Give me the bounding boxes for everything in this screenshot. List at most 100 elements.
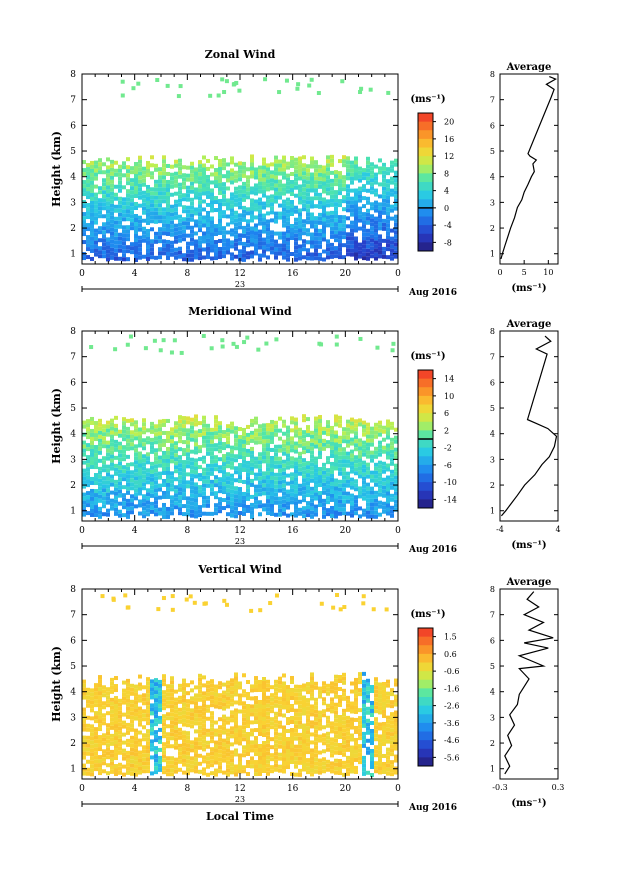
heatmap-cell	[310, 712, 314, 717]
heatmap-cell	[242, 753, 246, 758]
heatmap-cell	[282, 239, 286, 244]
heatmap-cell	[242, 161, 246, 166]
heatmap-cell	[234, 214, 238, 219]
heatmap-cell	[194, 713, 198, 718]
panel-title: Zonal Wind	[205, 48, 276, 61]
heatmap-cell	[222, 462, 226, 467]
heatmap-cell	[326, 715, 330, 720]
heatmap-cell	[314, 476, 318, 481]
heatmap-cell	[358, 250, 362, 255]
heatmap-cell	[346, 164, 350, 169]
heatmap-cell	[86, 479, 90, 484]
heatmap-cell	[90, 760, 94, 765]
heatmap-cell	[354, 749, 358, 754]
heatmap-cell	[290, 675, 294, 680]
heatmap-cell	[342, 499, 346, 504]
heatmap-cell	[90, 180, 94, 185]
heatmap-cell	[254, 704, 258, 709]
heatmap-cell	[230, 457, 234, 462]
heatmap-cell	[150, 469, 154, 474]
heatmap-cell	[254, 676, 258, 681]
heatmap-cell	[310, 494, 314, 499]
heatmap-cell	[378, 472, 382, 477]
heatmap-cell	[138, 770, 142, 775]
heatmap-cell	[382, 182, 386, 187]
heatmap-cell	[378, 226, 382, 231]
heatmap-cell	[186, 743, 190, 748]
heatmap-cell	[130, 222, 134, 227]
heatmap-cell	[246, 175, 250, 180]
heatmap-cell	[286, 717, 290, 722]
heatmap-cell	[378, 504, 382, 509]
heatmap-cell	[226, 500, 230, 505]
heatmap-cell	[158, 167, 162, 172]
heatmap-cell	[314, 244, 318, 249]
heatmap-cell	[362, 476, 366, 481]
heatmap-cell	[250, 190, 254, 195]
heatmap-cell	[386, 207, 390, 212]
heatmap-cell	[198, 485, 202, 490]
heatmap-cell	[182, 420, 186, 425]
heatmap-cell	[214, 200, 218, 205]
heatmap-cell	[358, 748, 362, 753]
heatmap-cell	[270, 745, 274, 750]
heatmap-cell	[150, 163, 154, 168]
heatmap-cell	[206, 471, 210, 476]
heatmap-cell	[214, 248, 218, 253]
heatmap-cell	[218, 753, 222, 758]
heatmap-cell	[266, 735, 270, 740]
heatmap-cell	[262, 435, 266, 440]
heatmap-cell	[130, 727, 134, 732]
heatmap-cell	[314, 184, 318, 189]
heatmap-cell	[326, 472, 330, 477]
heatmap-cell	[334, 334, 339, 339]
heatmap-cell	[126, 722, 130, 727]
heatmap-cell	[186, 691, 190, 696]
heatmap-cell	[90, 476, 94, 481]
heatmap-cell	[222, 250, 226, 255]
heatmap-cell	[206, 250, 210, 255]
heatmap-cell	[122, 453, 126, 458]
heatmap-cell	[294, 505, 298, 510]
heatmap-cell	[350, 721, 354, 726]
colorbar-step	[418, 464, 433, 474]
heatmap-cell	[322, 506, 326, 511]
heatmap-cell	[114, 728, 118, 733]
heatmap-cell	[238, 165, 242, 170]
heatmap-cell	[286, 245, 290, 250]
heatmap-cell	[130, 703, 134, 708]
heatmap-cell	[226, 736, 230, 741]
heatmap-cell	[350, 725, 354, 730]
heatmap-cell	[190, 429, 194, 434]
heatmap-cell	[130, 739, 134, 744]
heatmap-cell	[86, 471, 90, 476]
heatmap-cell	[130, 438, 134, 443]
heatmap-cell	[290, 208, 294, 213]
heatmap-cell	[374, 422, 378, 427]
heatmap-cell	[198, 236, 202, 241]
heatmap-cell	[274, 460, 278, 465]
heatmap-cell	[370, 502, 374, 507]
heatmap-cell	[342, 195, 346, 200]
heatmap-cell	[340, 79, 345, 84]
heatmap-cell	[342, 179, 346, 184]
heatmap-cell	[218, 697, 222, 702]
average-title: Average	[506, 319, 552, 330]
heatmap-cell	[90, 204, 94, 209]
heatmap-cell	[138, 443, 142, 448]
heatmap-cell	[166, 514, 170, 519]
heatmap-cell	[378, 734, 382, 739]
heatmap-cell	[214, 491, 218, 496]
heatmap-cell	[242, 197, 246, 202]
heatmap-cell	[130, 434, 134, 439]
heatmap-cell	[342, 471, 346, 476]
heatmap-cell	[234, 688, 238, 693]
heatmap-cell	[246, 707, 250, 712]
heatmap-cell	[358, 708, 362, 713]
profile-y-tick-label: 4	[490, 173, 495, 182]
heatmap-cell	[278, 183, 282, 188]
heatmap-cell	[366, 494, 370, 499]
heatmap-cell	[282, 737, 286, 742]
heatmap-cell	[390, 248, 394, 253]
heatmap-cell	[354, 487, 358, 492]
